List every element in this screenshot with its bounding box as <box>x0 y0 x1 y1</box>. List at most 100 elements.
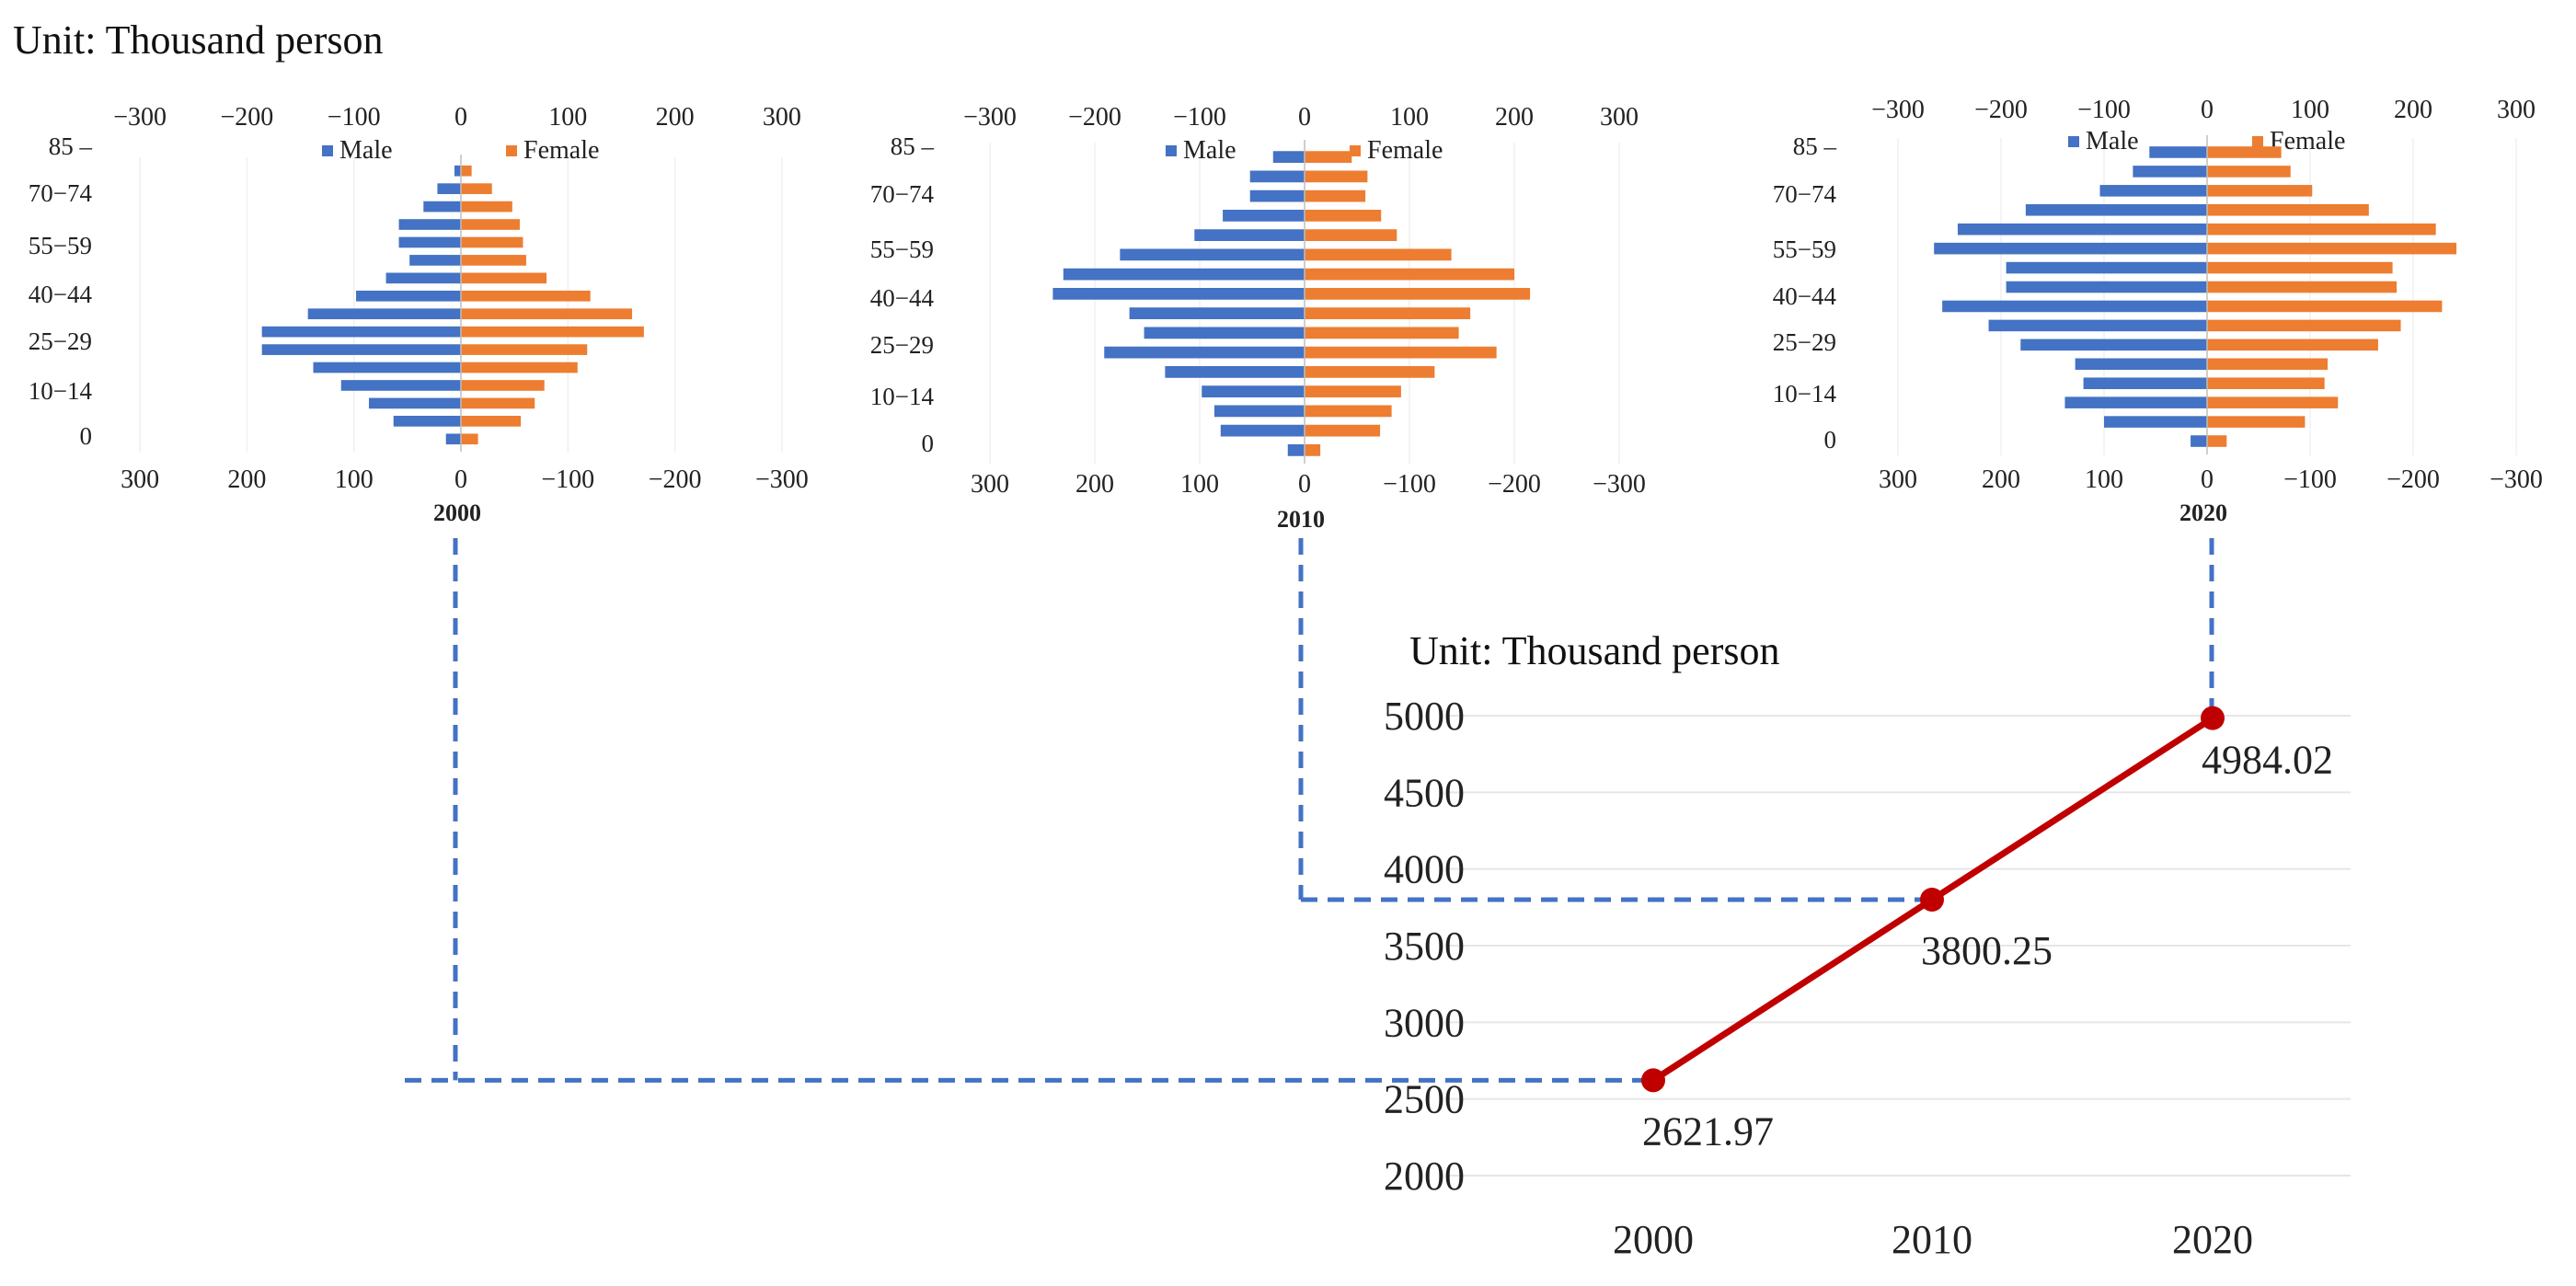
male-bar <box>2075 358 2207 371</box>
female-bar <box>461 362 578 373</box>
male-bar <box>1120 248 1305 261</box>
age-group-label: 25−29 <box>1773 328 1836 356</box>
male-bar <box>356 290 461 302</box>
x-tick-label: 2000 <box>1613 1217 1694 1262</box>
bottom-tick-label: −300 <box>1593 470 1646 499</box>
legend-female-swatch <box>506 145 517 156</box>
male-bar <box>307 308 461 320</box>
male-bar <box>340 380 461 391</box>
female-bar <box>1305 385 1401 397</box>
male-bar <box>409 255 461 266</box>
y-tick-label: 3500 <box>1384 924 1465 969</box>
male-bar <box>1249 189 1305 202</box>
female-bar <box>461 219 520 230</box>
pyramid-year-title: 2000 <box>433 499 481 526</box>
female-bar <box>1305 444 1321 456</box>
female-bar <box>1305 346 1497 359</box>
bottom-tick-label: −100 <box>2283 465 2337 494</box>
male-bar <box>2099 185 2207 197</box>
y-tick-label: 4500 <box>1384 770 1465 815</box>
legend-male-label: Male <box>339 136 393 165</box>
female-bar <box>461 380 545 391</box>
male-bar <box>1063 268 1305 281</box>
female-bar <box>2207 146 2282 158</box>
bottom-tick-label: 300 <box>1879 465 1917 494</box>
female-bar <box>461 308 633 320</box>
female-bar <box>461 201 512 212</box>
male-bar <box>1129 307 1305 319</box>
female-bar <box>1305 288 1531 300</box>
unit-label-line-chart: Unit: Thousand person <box>1409 628 1780 673</box>
top-tick-label: 300 <box>2497 96 2536 124</box>
top-tick-label: −300 <box>1871 96 1925 124</box>
dashed-guide-2020 <box>2209 538 2214 721</box>
legend-female-label: Female <box>2270 127 2345 155</box>
male-bar <box>1934 242 2207 255</box>
legend-female-label: Female <box>1367 136 1443 165</box>
female-bar <box>461 255 526 266</box>
male-bar <box>261 326 461 338</box>
male-bar <box>1249 170 1305 183</box>
bottom-tick-label: 100 <box>2085 465 2123 494</box>
male-bar <box>2133 166 2207 178</box>
dashed-guide-2000 <box>405 538 1653 1083</box>
female-bar <box>2207 300 2443 313</box>
female-bar <box>2207 185 2313 197</box>
top-tick-label: −100 <box>1173 103 1226 132</box>
male-bar <box>437 183 461 194</box>
age-group-label: 10−14 <box>1773 380 1837 408</box>
bottom-tick-label: −300 <box>755 465 809 494</box>
bottom-tick-label: −100 <box>1383 470 1436 499</box>
male-bar <box>1165 366 1305 378</box>
female-bar <box>461 290 591 302</box>
female-bar <box>1305 327 1459 339</box>
male-bar <box>2006 281 2207 293</box>
legend-male-label: Male <box>2086 127 2139 155</box>
pyramid-year-title: 2020 <box>2179 499 2227 526</box>
female-bar <box>1305 307 1471 319</box>
male-bar <box>1287 444 1305 456</box>
male-bar <box>1202 385 1305 397</box>
female-bar <box>1305 189 1366 202</box>
top-tick-label: 100 <box>2291 96 2329 124</box>
male-bar <box>398 219 461 230</box>
bottom-tick-label: 0 <box>2201 465 2214 494</box>
male-bar <box>2104 416 2207 428</box>
y-tick-label: 3000 <box>1384 1000 1465 1045</box>
top-tick-label: 200 <box>656 103 695 132</box>
bottom-tick-label: 0 <box>1298 470 1311 499</box>
data-label-2010: 3800.25 <box>1921 928 2053 973</box>
age-group-label: 40−44 <box>29 281 93 308</box>
male-bar <box>2191 435 2207 447</box>
female-bar <box>461 433 478 445</box>
female-bar <box>2207 281 2398 293</box>
age-group-label: 10−14 <box>29 377 93 405</box>
age-group-label: 0 <box>80 422 93 450</box>
age-group-label: 85 – <box>1793 132 1837 160</box>
bottom-tick-label: −200 <box>2386 465 2440 494</box>
male-bar <box>1942 300 2207 313</box>
female-bar <box>2207 358 2329 371</box>
x-tick-label: 2020 <box>2172 1217 2253 1262</box>
top-tick-label: 300 <box>763 103 801 132</box>
top-tick-label: 300 <box>1600 103 1639 132</box>
bottom-tick-label: 200 <box>1982 465 2020 494</box>
age-group-label: 55−59 <box>1773 235 1836 263</box>
age-group-label: 85 – <box>891 132 935 160</box>
female-bar <box>2207 204 2369 216</box>
age-group-label: 85 – <box>49 132 93 160</box>
age-group-label: 55−59 <box>870 235 934 263</box>
male-bar <box>2006 261 2207 274</box>
male-bar <box>398 236 461 248</box>
male-bar <box>1104 346 1305 359</box>
female-bar <box>461 183 492 194</box>
female-bar <box>1305 210 1382 222</box>
bottom-tick-label: 300 <box>121 465 159 494</box>
top-tick-label: −200 <box>1068 103 1121 132</box>
female-bar <box>1305 268 1514 281</box>
age-group-label: 70−74 <box>870 180 935 208</box>
male-bar <box>423 201 461 212</box>
pyramid-2010: −300 −200 −100 0 100 200 300 300 200 100 0 −100 −200… <box>870 103 1646 533</box>
male-bar <box>261 344 461 355</box>
